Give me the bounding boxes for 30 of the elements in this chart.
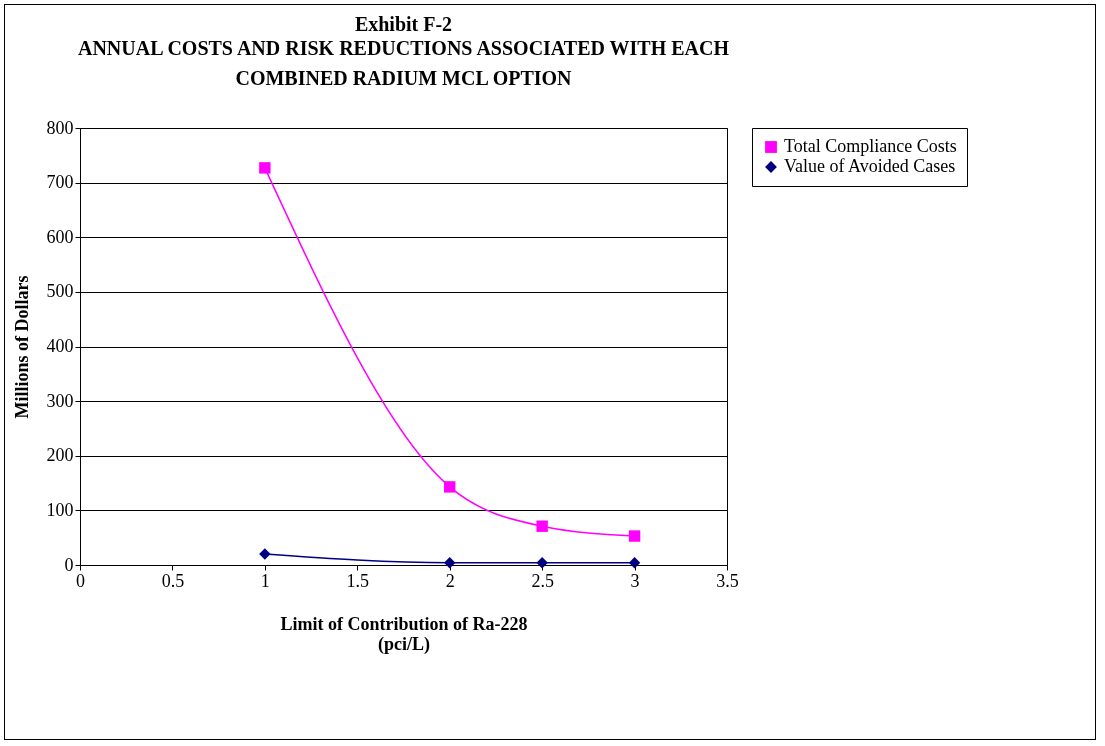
x-tick-label: 0.5 (161, 570, 185, 591)
legend-label: Total Compliance Costs (784, 136, 957, 156)
legend-label: Value of Avoided Cases (784, 156, 956, 176)
y-tick-label: 400 (46, 336, 74, 356)
x-tick-label: 2.5 (531, 570, 554, 591)
point (628, 530, 641, 542)
y-tick-label: 700 (46, 172, 74, 193)
y-tick-label: 600 (46, 226, 74, 247)
y-axis-title: Millions of Dollars (11, 275, 32, 419)
chart-title: Exhibit F-2 (354, 13, 453, 35)
point (259, 548, 271, 560)
x-tick-label: 3.5 (716, 570, 739, 591)
y-tick-label: 100 (46, 499, 74, 520)
y-tick-label: 200 (46, 445, 74, 466)
x-tick-label: 3 (630, 570, 640, 591)
x-tick-label: 1.5 (346, 570, 370, 591)
y-tick-label: 800 (46, 117, 74, 138)
point (536, 520, 548, 532)
point (628, 557, 641, 569)
point (444, 557, 456, 569)
y-tick-label: 500 (46, 281, 74, 302)
y-tick-label: 300 (46, 390, 74, 411)
x-tick-label: 1 (260, 570, 270, 591)
x-tick-label: 2 (445, 570, 455, 591)
y-tick-label: 0 (64, 554, 74, 575)
point (444, 481, 456, 493)
point (259, 162, 271, 174)
chart-subtitle: ANNUAL COSTS AND RISK REDUCTIONS ASSOCIATED WITH EACH COMBINED RADIUM MCL OPTION (77, 37, 730, 89)
point (536, 557, 548, 569)
x-axis-title: Limit of Contribution of Ra-228 (pci/L) (280, 613, 528, 655)
